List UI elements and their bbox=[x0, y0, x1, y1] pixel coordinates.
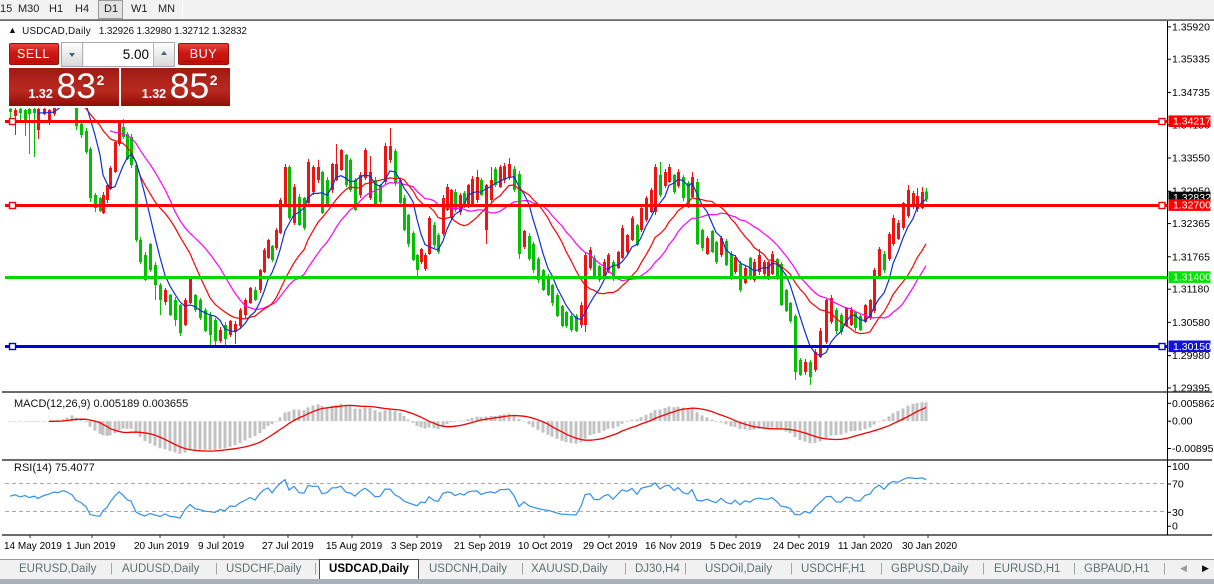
svg-text:1.31765: 1.31765 bbox=[1172, 251, 1210, 263]
svg-text:21 Sep 2019: 21 Sep 2019 bbox=[454, 541, 511, 552]
svg-text:30 Jan 2020: 30 Jan 2020 bbox=[902, 541, 957, 552]
svg-text:1.33550: 1.33550 bbox=[1172, 153, 1210, 165]
svg-text:1.35335: 1.35335 bbox=[1172, 54, 1210, 66]
svg-text:24 Dec 2019: 24 Dec 2019 bbox=[773, 541, 830, 552]
svg-text:30: 30 bbox=[1172, 507, 1184, 519]
svg-text:70: 70 bbox=[1172, 479, 1184, 491]
svg-text:-0.008955: -0.008955 bbox=[1172, 443, 1214, 455]
svg-text:1.32700: 1.32700 bbox=[1173, 200, 1211, 212]
svg-text:1.31400: 1.31400 bbox=[1173, 272, 1211, 284]
svg-text:20 Jun 2019: 20 Jun 2019 bbox=[134, 541, 189, 552]
svg-text:100: 100 bbox=[1172, 461, 1190, 473]
svg-text:RSI(14) 75.4077: RSI(14) 75.4077 bbox=[14, 462, 95, 474]
svg-text:0.00: 0.00 bbox=[1172, 416, 1193, 428]
svg-text:11 Jan 2020: 11 Jan 2020 bbox=[838, 541, 893, 552]
svg-text:10 Oct 2019: 10 Oct 2019 bbox=[518, 541, 573, 552]
svg-text:1.30580: 1.30580 bbox=[1172, 317, 1210, 329]
svg-text:1.30150: 1.30150 bbox=[1173, 341, 1211, 353]
svg-text:1 Jun 2019: 1 Jun 2019 bbox=[66, 541, 116, 552]
svg-text:1.34217: 1.34217 bbox=[1173, 116, 1211, 128]
svg-text:3 Sep 2019: 3 Sep 2019 bbox=[391, 541, 443, 552]
svg-text:29 Oct 2019: 29 Oct 2019 bbox=[583, 541, 638, 552]
svg-text:9 Jul 2019: 9 Jul 2019 bbox=[198, 541, 245, 552]
svg-text:1.32365: 1.32365 bbox=[1172, 218, 1210, 230]
svg-text:1.29980: 1.29980 bbox=[1172, 350, 1210, 362]
svg-text:14 May 2019: 14 May 2019 bbox=[4, 541, 62, 552]
svg-text:27 Jul 2019: 27 Jul 2019 bbox=[262, 541, 314, 552]
svg-text:15 Aug 2019: 15 Aug 2019 bbox=[326, 541, 383, 552]
svg-text:1.29395: 1.29395 bbox=[1172, 382, 1210, 394]
svg-text:16 Nov 2019: 16 Nov 2019 bbox=[645, 541, 702, 552]
svg-text:1.34735: 1.34735 bbox=[1172, 87, 1210, 99]
svg-text:5 Dec 2019: 5 Dec 2019 bbox=[710, 541, 762, 552]
svg-text:1.31180: 1.31180 bbox=[1172, 284, 1209, 296]
svg-text:1.35920: 1.35920 bbox=[1172, 21, 1210, 33]
svg-text:MACD(12,26,9) 0.005189 0.00365: MACD(12,26,9) 0.005189 0.003655 bbox=[14, 398, 188, 410]
svg-text:0: 0 bbox=[1172, 521, 1178, 533]
svg-text:0.005862: 0.005862 bbox=[1172, 398, 1214, 410]
